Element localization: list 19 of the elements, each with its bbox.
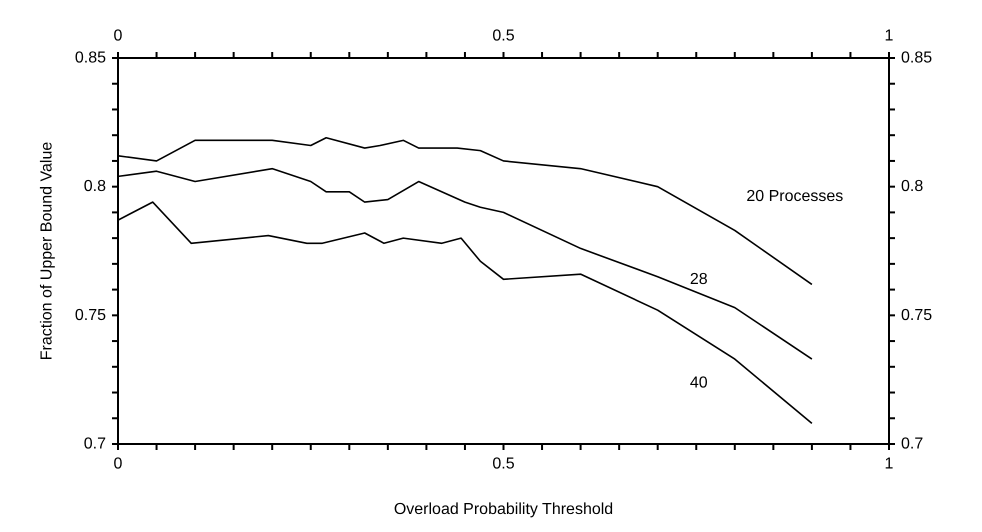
x2-tick-label: 0: [114, 28, 123, 44]
y2-tick-label: 0.85: [901, 50, 932, 66]
series-label: 40: [690, 374, 708, 392]
x-axis-title: Overload Probability Threshold: [394, 501, 614, 518]
y2-tick-label: 0.8: [901, 178, 924, 196]
x-tick-label: 0.5: [492, 456, 515, 472]
y2-tick-label: 0.75: [901, 306, 932, 324]
y2-tick-label: 0.7: [901, 436, 924, 452]
x2-tick-label: 1: [884, 28, 894, 44]
y-tick-label: 0.8: [84, 178, 106, 196]
y-tick-label: 0.7: [84, 436, 106, 452]
series-label: 20 Processes: [746, 188, 844, 205]
y-axis-title: Fraction of Upper Bound Value: [38, 142, 56, 360]
y-tick-label: 0.85: [74, 50, 106, 66]
series-label: 28: [690, 271, 708, 288]
x2-tick-label: 0.5: [492, 28, 515, 44]
x-tick-label: 0: [114, 456, 123, 472]
y-tick-label: 0.75: [74, 306, 106, 324]
x-tick-label: 1: [884, 456, 894, 472]
